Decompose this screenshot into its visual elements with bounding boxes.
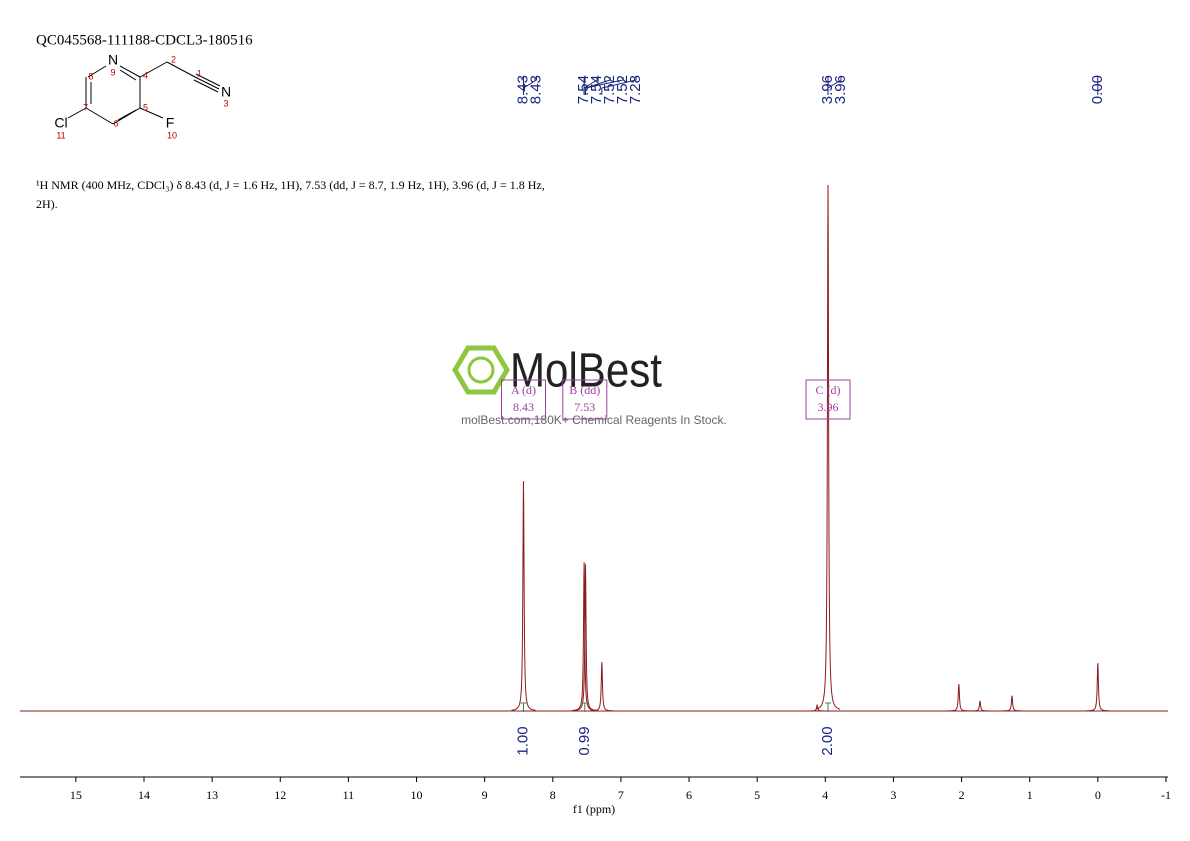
x-tick-label: 0 (1095, 788, 1101, 802)
peak-label: 7.28 (627, 75, 644, 104)
peak-label: 3.96 (819, 75, 836, 104)
peak (589, 662, 614, 712)
watermark: molBest.com,180K+ Chemical Reagents In S… (461, 413, 727, 427)
multiplet-box (562, 379, 608, 420)
peak-connector (522, 77, 537, 95)
multiplet-label: C (d) (816, 383, 841, 397)
atom-number: 7 (83, 102, 88, 112)
integral-label: 2.00 (819, 726, 836, 755)
x-tick-label: 11 (343, 788, 355, 802)
peak-connector (827, 77, 842, 95)
atom-number: 3 (223, 98, 228, 108)
atom-number: 1 (197, 68, 202, 78)
peak-label: 0.00 (1089, 75, 1106, 104)
integral-bracket (825, 702, 832, 712)
atom-number: 9 (110, 67, 115, 77)
peak (999, 695, 1024, 712)
multiplet-shift: 7.53 (574, 400, 595, 414)
peak (815, 184, 841, 710)
x-axis-label: f1 (ppm) (573, 802, 615, 816)
structure (67, 61, 221, 125)
x-tick-label: 9 (482, 788, 488, 802)
x-tick-label: 6 (686, 788, 692, 802)
watermark-logo (452, 345, 510, 395)
x-tick-label: 10 (411, 788, 423, 802)
atom-number: 10 (167, 130, 177, 140)
peak-label: 8.43 (514, 75, 531, 104)
atom-label: N (221, 84, 231, 100)
multiplet-label: B (dd) (569, 383, 600, 397)
peak (805, 703, 830, 712)
peak (946, 684, 971, 712)
x-tick-label: 13 (206, 788, 218, 802)
peak-label: 7.54 (588, 75, 605, 104)
integral-bracket (581, 702, 588, 712)
x-tick-label: 15 (70, 788, 82, 802)
x-tick-label: 3 (890, 788, 896, 802)
atom-number: 2 (171, 54, 176, 64)
atom-number: 4 (143, 70, 148, 80)
atom-number: 5 (143, 102, 148, 112)
peak-label: 8.43 (527, 75, 544, 104)
chart-title: QC045568-111188-CDCL3-180516 (36, 32, 253, 48)
peak-label: 3.96 (832, 75, 849, 104)
multiplet-shift: 8.43 (513, 400, 534, 414)
multiplet-shift: 3.96 (818, 400, 839, 414)
peak (1085, 663, 1110, 712)
atom-label: N (108, 52, 118, 68)
peak-label: 7.54 (575, 75, 592, 104)
x-tick-label: 8 (550, 788, 556, 802)
atom-label: Cl (54, 115, 67, 131)
x-tick-label: 14 (138, 788, 150, 802)
peak (967, 700, 992, 712)
x-tick-label: 12 (274, 788, 286, 802)
multiplet-box (500, 379, 546, 420)
atom-number: 11 (56, 130, 65, 140)
x-tick-label: 4 (822, 788, 828, 802)
peak (511, 481, 536, 711)
integral-label: 1.00 (514, 726, 531, 755)
watermark: MolBest (510, 345, 662, 398)
x-tick-label: -1 (1161, 788, 1171, 802)
integral-bracket (520, 702, 527, 712)
atom-number: 8 (88, 71, 93, 81)
annotation: 2H). (36, 197, 58, 211)
atom-number: 6 (113, 118, 118, 128)
multiplet-box (805, 379, 851, 420)
x-tick-label: 1 (1027, 788, 1033, 802)
annotation: ¹H NMR (400 MHz, CDCl₃) δ 8.43 (d, J = 1… (36, 178, 545, 192)
x-tick-label: 5 (754, 788, 760, 802)
peak-connector (601, 77, 637, 95)
peak-connector (583, 77, 598, 95)
x-tick-label: 2 (959, 788, 965, 802)
peak-connector (584, 77, 624, 95)
atom-label: F (166, 115, 175, 131)
multiplet-label: A (d) (511, 383, 536, 397)
integral-label: 0.99 (576, 726, 593, 755)
peak (573, 564, 598, 711)
x-tick-label: 7 (618, 788, 624, 802)
